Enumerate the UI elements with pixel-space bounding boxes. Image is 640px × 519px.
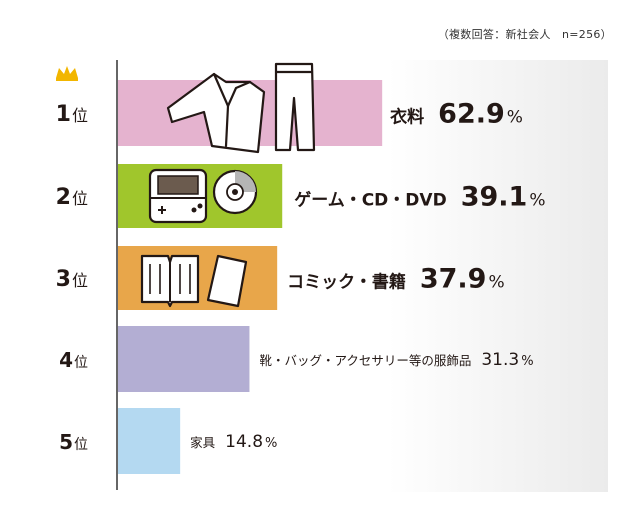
game-console-and-disc-icon (148, 168, 258, 224)
rank-label-1: 1位 (56, 102, 88, 127)
books-icon (140, 254, 248, 308)
suit-icon (166, 62, 316, 154)
bar-label-2: ゲーム・CD・DVD 39.1% (294, 181, 545, 212)
bar-label-3: コミック・書籍 37.9% (287, 263, 504, 294)
survey-note: （複数回答：新社会人 n=256） (437, 28, 612, 41)
bar-4 (118, 326, 250, 392)
rank-label-4: 4位 (59, 348, 88, 372)
bar-label-1: 衣料 62.9% (390, 98, 523, 129)
bar-5 (118, 408, 181, 474)
rank-label-3: 3位 (56, 267, 88, 292)
crown-icon (56, 66, 78, 81)
bar-label-5: 家具 14.8% (190, 432, 277, 452)
rank-label-2: 2位 (56, 185, 88, 210)
rank-label-5: 5位 (59, 430, 88, 454)
bar-label-4: 靴・バッグ・アクセサリー等の服飾品 31.3% (259, 350, 533, 370)
